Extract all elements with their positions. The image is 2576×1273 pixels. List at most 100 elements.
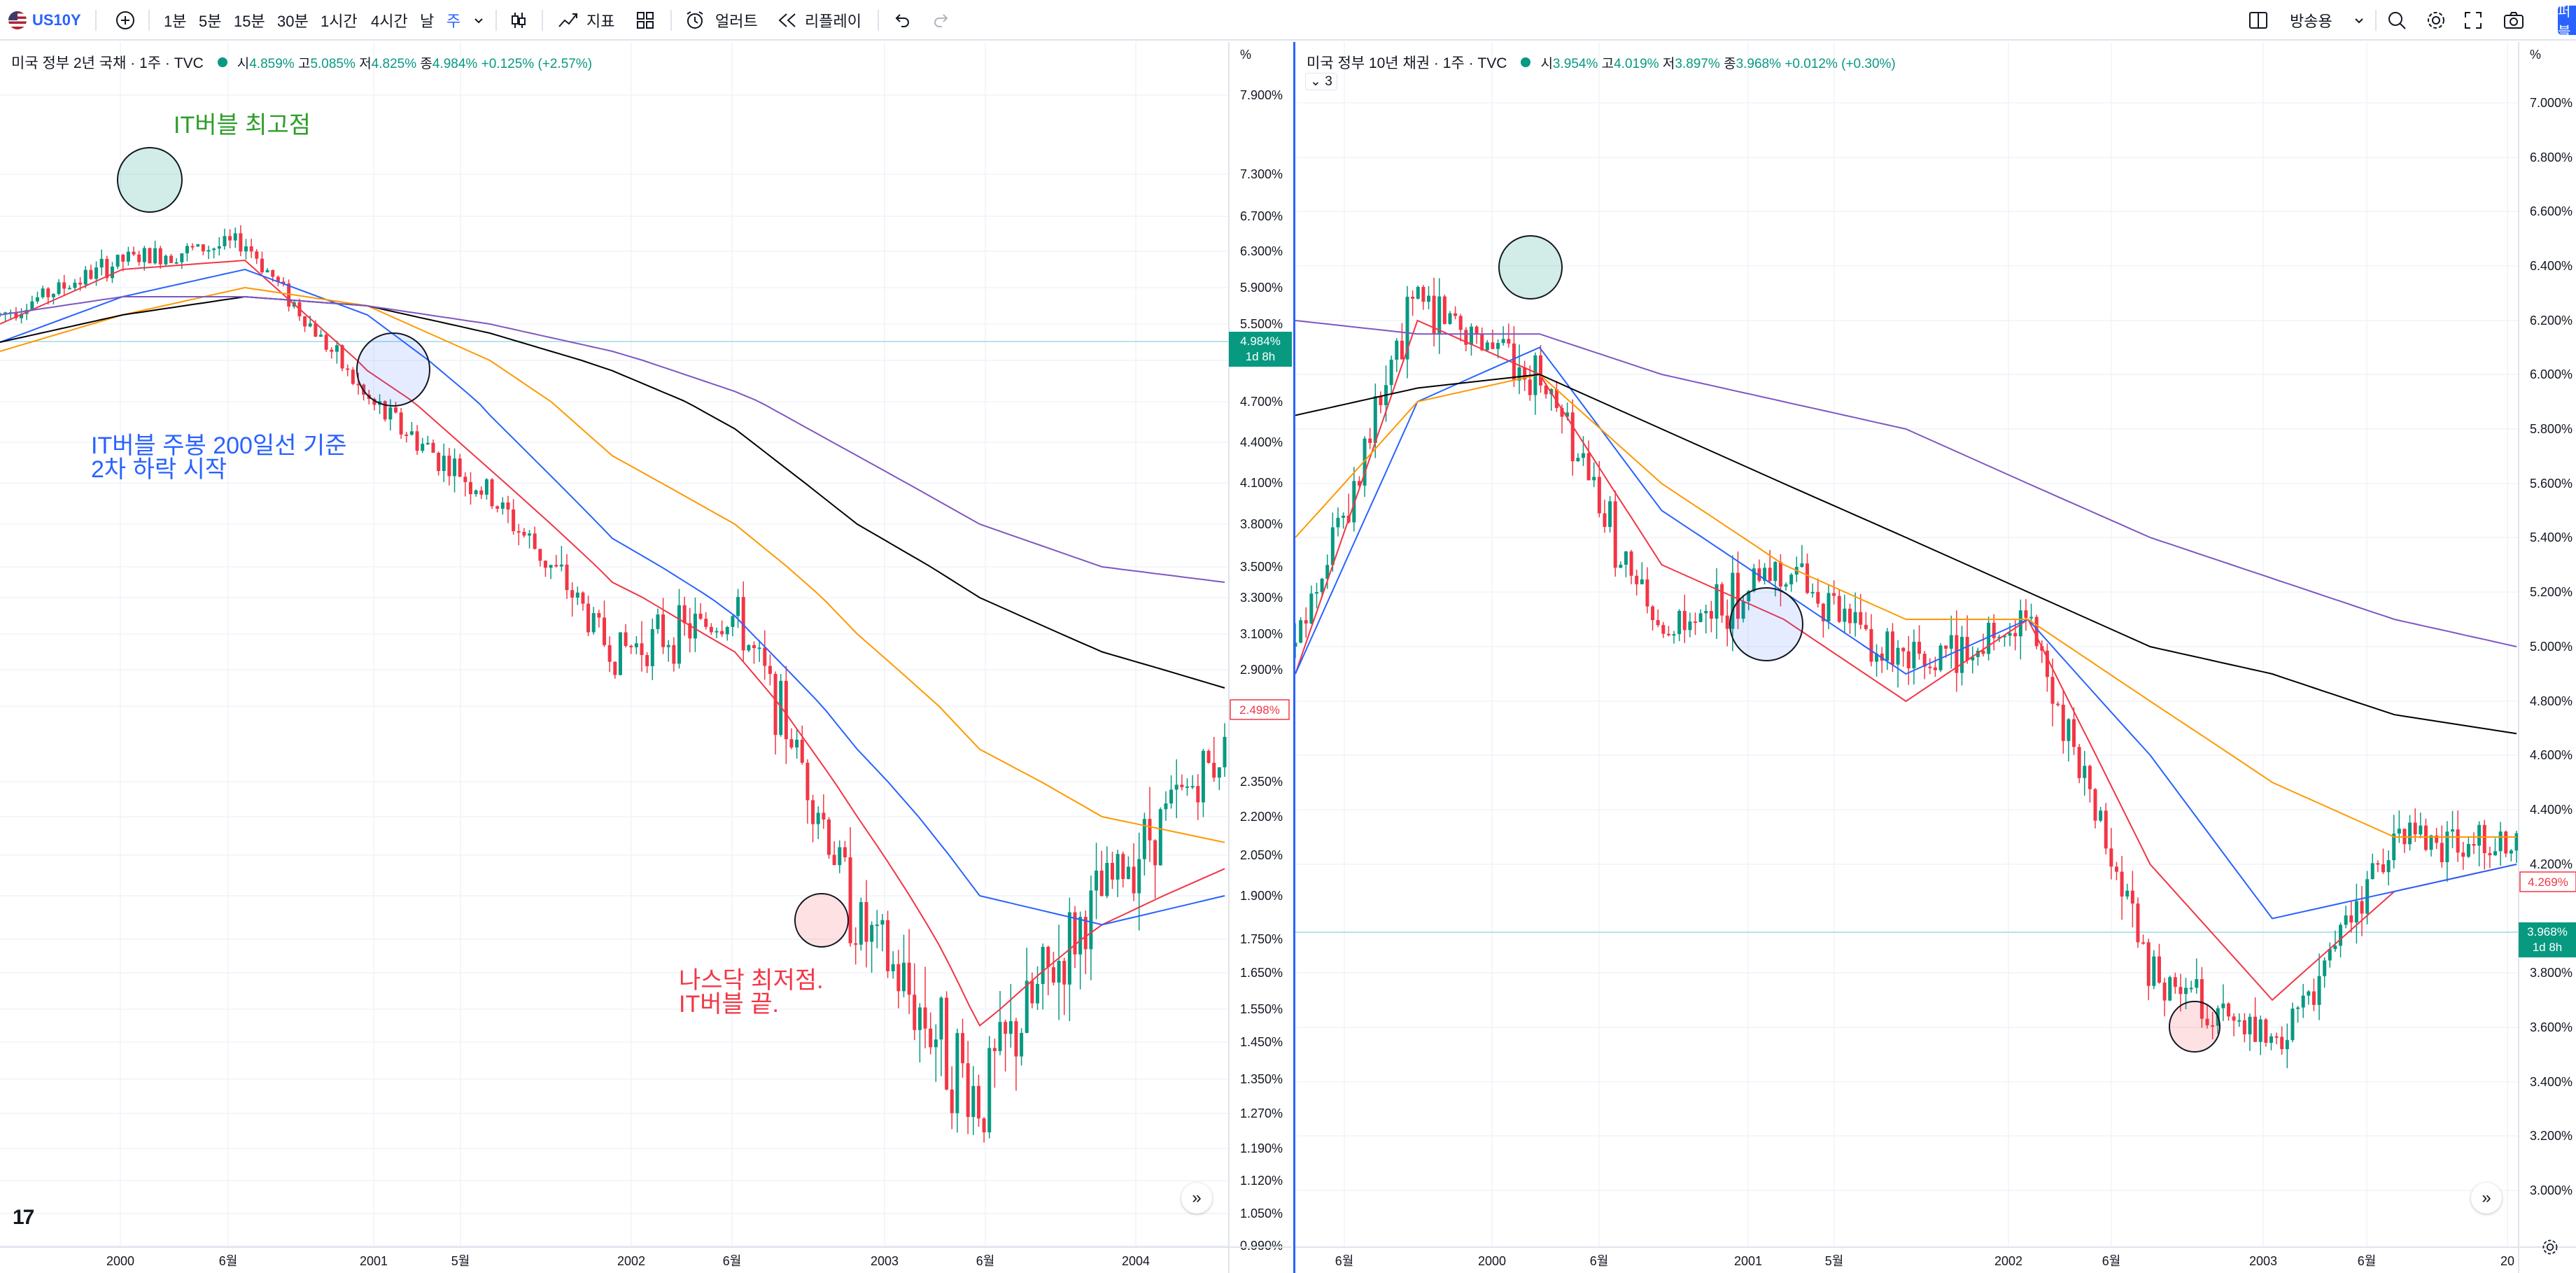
price-tick-label: 5.000% bbox=[2530, 640, 2573, 654]
candle bbox=[2301, 984, 2305, 1018]
left-chart-pane[interactable]: IT버블 최고점 IT버블 주봉 200일선 기준 2차 하락 시작 나스닥 최… bbox=[0, 42, 1292, 1273]
fullscreen-icon[interactable] bbox=[2463, 0, 2483, 41]
candle bbox=[372, 398, 376, 411]
timeframe-5m[interactable]: 5분 bbox=[199, 13, 222, 30]
candle bbox=[1603, 499, 1607, 533]
replay-button[interactable]: 리플레이 bbox=[777, 0, 861, 41]
indicators-label: 지표 bbox=[586, 13, 615, 30]
candle bbox=[1586, 440, 1591, 481]
price-tick-label: 1.050% bbox=[1240, 1207, 1283, 1221]
left-chart-canvas[interactable]: IT버블 최고점 IT버블 주봉 200일선 기준 2차 하락 시작 나스닥 최… bbox=[0, 42, 1292, 1273]
time-tick-label: 6월 bbox=[976, 1254, 995, 1268]
candle bbox=[265, 267, 269, 273]
timeframe-day[interactable]: 날 bbox=[420, 13, 435, 30]
candle bbox=[1661, 621, 1666, 638]
price-tick-label: 0.932% bbox=[1240, 1271, 1283, 1273]
candle bbox=[51, 293, 55, 305]
candle bbox=[1917, 625, 1922, 660]
redo-icon[interactable] bbox=[932, 0, 950, 41]
candle bbox=[89, 265, 93, 280]
candle bbox=[2514, 831, 2519, 863]
price-tick-label: 6.000% bbox=[2530, 367, 2573, 381]
right-symbol-title[interactable]: 미국 정부 10년 채권 · 1주 · TVC bbox=[1307, 55, 1507, 71]
candle bbox=[2061, 689, 2065, 754]
candle bbox=[2456, 810, 2460, 862]
candle bbox=[1581, 436, 1585, 466]
price-tick-label: 3.800% bbox=[2530, 966, 2573, 980]
decline-annotation-line2: 2차 하락 시작 bbox=[91, 456, 227, 483]
time-tick-label: 2000 bbox=[106, 1254, 134, 1268]
layout-split-icon[interactable] bbox=[2248, 0, 2269, 41]
candle bbox=[41, 286, 45, 299]
scroll-to-realtime-icon[interactable]: » bbox=[1181, 1183, 1212, 1214]
candle bbox=[2018, 599, 2022, 660]
scroll-to-realtime-icon[interactable]: » bbox=[2471, 1183, 2502, 1214]
gear-icon[interactable] bbox=[2426, 0, 2447, 41]
compare-add-icon[interactable] bbox=[115, 0, 136, 41]
candle bbox=[1464, 327, 1468, 352]
alert-button[interactable]: 얼러트 bbox=[684, 0, 758, 41]
layout-templates-icon[interactable] bbox=[635, 0, 655, 41]
timeframe-1m[interactable]: 1분 bbox=[164, 13, 187, 30]
candle bbox=[805, 759, 810, 824]
timeframe-15m[interactable]: 15분 bbox=[234, 13, 265, 30]
candle bbox=[575, 586, 579, 605]
candle bbox=[2354, 883, 2358, 944]
left-symbol-title[interactable]: 미국 정부 2년 국채 · 1주 · TVC bbox=[11, 55, 204, 71]
candle bbox=[1458, 314, 1463, 342]
candle bbox=[1342, 512, 1346, 529]
price-tick-label: 5.900% bbox=[1240, 281, 1283, 295]
last-price-badge bbox=[1229, 332, 1292, 367]
candle bbox=[1325, 554, 1330, 589]
tradingview-logo[interactable]: 17 bbox=[13, 1206, 34, 1229]
candle bbox=[1656, 609, 1660, 628]
search-icon[interactable] bbox=[2386, 0, 2407, 41]
timeframe-1h[interactable]: 1시간 bbox=[321, 13, 358, 30]
time-tick-label: 20 bbox=[2500, 1254, 2514, 1268]
indicators-collapse-toggle[interactable]: ⌄ 3 bbox=[1305, 73, 1337, 90]
price-tick-label: 4.600% bbox=[2530, 748, 2573, 762]
bottom-circle-marker bbox=[794, 893, 849, 948]
candle bbox=[1810, 583, 1815, 598]
right-chart-pane[interactable]: % 7.000% 6.800% 6.600% 6.400% 6.200% 6.000% 5.… bbox=[1293, 42, 2576, 1273]
candle bbox=[682, 596, 687, 636]
candle bbox=[2423, 818, 2428, 852]
time-tick-label: 6월 bbox=[219, 1254, 238, 1268]
candle bbox=[1212, 736, 1216, 782]
candle bbox=[2242, 1013, 2246, 1043]
secondary-price-value: 4.269% bbox=[2528, 875, 2568, 889]
peak-circle-marker bbox=[1498, 235, 1563, 300]
candle bbox=[30, 295, 34, 311]
decline-circle-marker bbox=[1729, 587, 1803, 661]
timeframe-week[interactable]: 주 bbox=[446, 13, 461, 30]
candle bbox=[2136, 897, 2140, 948]
symbol-search[interactable]: US10Y bbox=[8, 0, 81, 41]
undo-icon[interactable] bbox=[893, 0, 911, 41]
indicators-button[interactable]: 지표 bbox=[557, 0, 614, 41]
candle bbox=[1624, 551, 1628, 577]
candle bbox=[431, 439, 435, 453]
candle bbox=[153, 240, 157, 265]
candle bbox=[73, 279, 77, 292]
candle bbox=[763, 630, 767, 680]
timeframe-4h[interactable]: 4시간 bbox=[371, 13, 408, 30]
camera-icon[interactable] bbox=[2503, 0, 2525, 41]
candle bbox=[1720, 582, 1724, 623]
broadcast-selector[interactable]: 방송용 bbox=[2290, 0, 2365, 41]
candle bbox=[1885, 628, 1889, 670]
timeframe-30m[interactable]: 30분 bbox=[277, 13, 309, 30]
candle bbox=[917, 1003, 922, 1063]
candle bbox=[1132, 843, 1136, 901]
candle bbox=[2440, 825, 2444, 868]
candle bbox=[1008, 984, 1013, 1048]
publish-button[interactable]: 퍼블 bbox=[2558, 6, 2576, 35]
candle-type-icon[interactable] bbox=[508, 0, 529, 41]
candle bbox=[704, 612, 708, 630]
candle bbox=[2211, 1011, 2215, 1040]
candle bbox=[442, 443, 446, 482]
chart-settings-gear-icon[interactable] bbox=[2541, 1232, 2559, 1263]
candle bbox=[1363, 436, 1367, 498]
timeframe-dropdown-chevron-icon[interactable] bbox=[473, 0, 484, 41]
candle bbox=[741, 581, 745, 661]
right-chart-canvas[interactable]: % 7.000% 6.800% 6.600% 6.400% 6.200% 6.000% 5.… bbox=[1295, 42, 2576, 1273]
